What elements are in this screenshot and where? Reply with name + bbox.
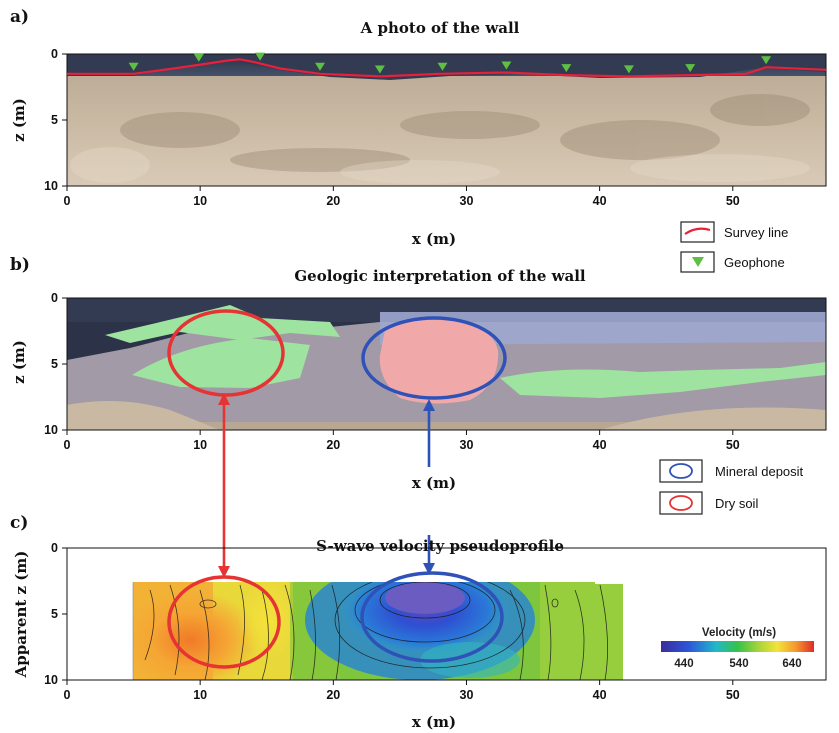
geophone-marker [255,52,266,61]
panel-a-zlabel: z (m) [10,98,28,142]
geophone-legend-icon [692,257,704,267]
panel-c-xtick-label-50: 50 [726,688,740,702]
geophone-marker [685,64,696,73]
panel-b-title: Geologic interpretation of the wall [294,267,586,285]
panel-a-ztick-label-5: 5 [51,113,58,127]
geophone-marker [437,62,448,71]
legend-mineral-deposit: Mineral deposit [715,464,804,479]
panel-a-axes: 0 10 20 30 40 50 0 5 10 [44,47,740,208]
panel-a-label: a) [10,7,29,27]
panel-b-axes: 0 10 20 30 40 50 0 5 10 [44,291,740,452]
colorbar-tick-640: 640 [782,658,801,670]
colorbar-tick-440: 440 [674,658,693,670]
legend-b: Mineral deposit Dry soil [659,459,804,515]
velocity-pseudoprofile [132,578,623,680]
geologic-interpretation [67,298,826,430]
panel-b-xtick-label-40: 40 [593,438,607,452]
panel-b-ztick-label-0: 0 [51,291,58,305]
colorbar: Velocity (m/s) 440 540 640 [661,627,814,670]
dry-soil-arrow-head-up [218,393,230,405]
panel-c-xtick-label-40: 40 [593,688,607,702]
panel-b-label: b) [10,255,30,275]
mineral-deposit-swatch [659,459,703,483]
survey-line-legend-icon [684,227,711,235]
panel-b-xtick-label-0: 0 [64,438,71,452]
panel-c-title: S-wave velocity pseudoprofile [316,537,564,555]
geophone-marker [128,62,139,71]
green-layer-upper [105,305,340,343]
panel-a-title: A photo of the wall [360,19,520,37]
legend-a: Survey line Geophone [680,221,788,273]
panel-c-xtick-label-30: 30 [460,688,474,702]
colorbar-title: Velocity (m/s) [702,627,776,639]
panel-b-zlabel: z (m) [10,340,28,384]
panel-b-ztick-label-10: 10 [44,423,58,437]
dry-soil-circle-b [167,309,285,397]
panel-b-xtick-label-30: 30 [460,438,474,452]
survey-line [67,58,827,78]
geophone-marker [374,65,385,74]
panel-a-ztick-label-10: 10 [44,179,58,193]
geophone-marker [623,65,634,74]
panel-b-xtick-label-50: 50 [726,438,740,452]
geophone-marker [315,62,325,71]
panel-c-ztick-label-10: 10 [44,673,58,687]
panel-a-xtick-label-50: 50 [726,194,740,208]
geophone-marker [501,61,512,70]
mineral-deposit-circle-c [360,571,504,663]
panel-a-xlabel: x (m) [412,230,456,248]
panel-c-ztick-label-0: 0 [51,541,58,555]
survey-line-swatch [680,221,715,243]
panel-a-xtick-label-20: 20 [326,194,340,208]
panel-a-xtick-label-0: 0 [64,194,71,208]
dry-soil-circle-c [167,575,281,669]
panel-c-axes: 0 10 20 30 40 50 0 5 10 [44,541,740,702]
panel-c-zlabel: Apparent z (m) [12,551,30,679]
colorbar-tick-540: 540 [729,658,748,670]
panel-c-ztick-label-5: 5 [51,607,58,621]
panel-a-xtick-label-10: 10 [193,194,207,208]
panel-b-xtick-label-20: 20 [326,438,340,452]
legend-survey-line: Survey line [724,225,788,240]
panel-a-xtick-label-40: 40 [593,194,607,208]
geophone-marker [561,64,572,73]
panel-b-xlabel: x (m) [412,474,456,492]
geophone-marker [193,53,204,62]
pink-layer [379,318,499,404]
panel-c-xtick-label-20: 20 [326,688,340,702]
colorbar-gradient [661,641,814,652]
dry-soil-legend-icon [669,495,693,511]
panel-c-xlabel: x (m) [412,713,456,731]
legend-dry-soil: Dry soil [715,496,758,511]
mineral-deposit-legend-icon [669,463,693,479]
dry-soil-arrow-head-down [218,566,230,578]
panel-c-xtick-label-10: 10 [193,688,207,702]
panel-c-xtick-label-0: 0 [64,688,71,702]
green-layer-right [500,362,826,398]
mineral-arrow-head-down [423,563,435,575]
connector-arrows [218,393,435,578]
mineral-arrow-head-up [423,399,435,411]
panel-a-xtick-label-30: 30 [460,194,474,208]
panel-b-xtick-label-10: 10 [193,438,207,452]
dry-soil-swatch [659,491,703,515]
legend-geophone: Geophone [724,255,785,270]
panel-b-ztick-label-5: 5 [51,357,58,371]
panel-c-label: c) [10,513,28,533]
mineral-deposit-circle-b [361,316,507,400]
geophone-marker [761,56,772,65]
panel-a-ztick-label-0: 0 [51,47,58,61]
geophones [128,52,772,74]
